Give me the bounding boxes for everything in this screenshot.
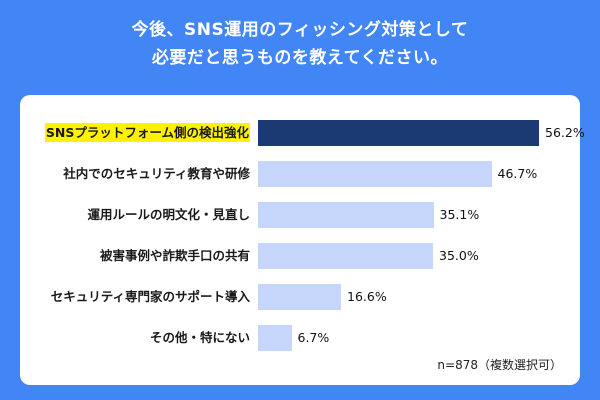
category-label: 運用ルールの明文化・見直し xyxy=(87,207,250,222)
category-label: セキュリティ専門家のサポート導入 xyxy=(50,289,250,304)
category-label: SNSプラットフォーム側の検出強化 xyxy=(28,123,258,142)
highlighted-category-label: SNSプラットフォーム側の検出強化 xyxy=(44,123,250,142)
value-label: 16.6% xyxy=(347,289,387,304)
value-label: 35.0% xyxy=(439,248,479,263)
chart-row: 被害事例や詐欺手口の共有 35.0% xyxy=(28,235,566,276)
bar xyxy=(258,324,292,351)
chart-row: その他・特にない 6.7% xyxy=(28,317,566,358)
bar xyxy=(258,242,433,269)
chart-title-line2: 必要だと思うものを教えてください。 xyxy=(151,48,449,69)
category-label: その他・特にない xyxy=(149,330,250,345)
category-label: 被害事例や詐欺手口の共有 xyxy=(99,248,250,263)
chart-card: SNSプラットフォーム側の検出強化 56.2% 社内でのセキュリティ教育や研修 46.… xyxy=(20,95,585,385)
bar xyxy=(258,201,434,228)
bar xyxy=(258,119,539,146)
value-label: 6.7% xyxy=(297,330,330,345)
bar xyxy=(258,283,341,310)
value-label: 56.2% xyxy=(545,125,585,140)
chart-row: 社内でのセキュリティ教育や研修 46.7% xyxy=(28,153,566,194)
category-label: 社内でのセキュリティ教育や研修 xyxy=(63,166,250,181)
chart-title-line1: 今後、SNS運用のフィッシング対策として xyxy=(131,20,469,40)
sample-note: n=878（複数選択可） xyxy=(437,358,562,372)
chart-row: セキュリティ専門家のサポート導入 16.6% xyxy=(28,276,566,317)
value-label: 46.7% xyxy=(497,166,538,181)
value-label: 35.1% xyxy=(439,207,480,222)
chart-row: SNSプラットフォーム側の検出強化 56.2% xyxy=(28,112,585,153)
bar xyxy=(258,160,492,187)
bar-chart: SNSプラットフォーム側の検出強化 56.2% 社内でのセキュリティ教育や研修 46.… xyxy=(28,112,585,358)
chart-row: 運用ルールの明文化・見直し 35.1% xyxy=(28,194,566,235)
chart-title: 今後、SNS運用のフィッシング対策として 必要だと思うものを教えてください。 xyxy=(0,16,600,72)
